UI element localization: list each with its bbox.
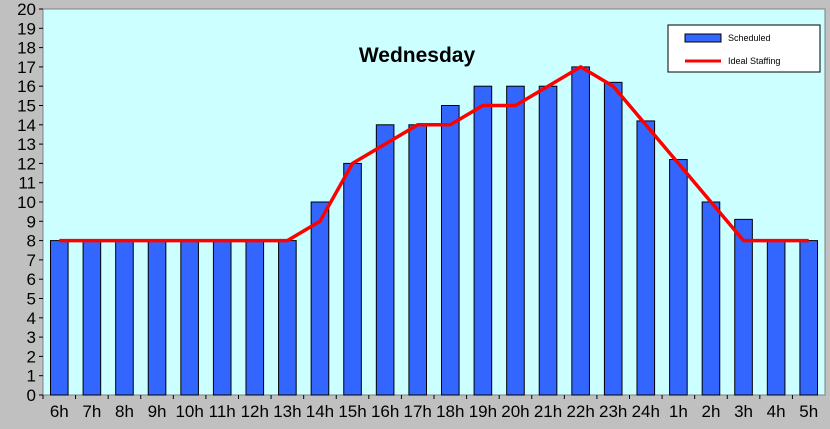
x-tick-label: 7h xyxy=(82,402,101,421)
legend-swatch-scheduled xyxy=(684,33,722,43)
x-tick-label: 5h xyxy=(799,402,818,421)
x-tick-label: 18h xyxy=(436,402,464,421)
y-tick-label: 17 xyxy=(17,58,36,77)
x-tick-label: 21h xyxy=(534,402,562,421)
bar-11h xyxy=(212,240,232,396)
y-tick-label: 20 xyxy=(17,0,36,19)
x-tick-label: 6h xyxy=(50,402,69,421)
legend-label-scheduled: Scheduled xyxy=(728,33,771,43)
x-axis: 6h 7h 8h 9h 10h 11h 12h 13h 14h 15h 16h 17h 18h 19h 20… xyxy=(42,395,818,421)
y-tick-label: 9 xyxy=(27,212,36,231)
bar-17h xyxy=(408,124,428,396)
bar-14h xyxy=(310,201,330,396)
bar-series-group xyxy=(49,66,819,396)
y-tick-label: 18 xyxy=(17,39,36,58)
x-tick-label: 17h xyxy=(404,402,432,421)
y-tick-label: 2 xyxy=(27,347,36,366)
x-tick-label: 3h xyxy=(734,402,753,421)
bar-1h xyxy=(669,159,688,396)
x-tick-label: 2h xyxy=(701,402,720,421)
bar-19h xyxy=(473,85,493,396)
y-tick-label: 1 xyxy=(27,367,36,386)
y-tick-label: 15 xyxy=(17,97,36,116)
y-tick-label: 8 xyxy=(27,232,36,251)
bar-22h xyxy=(571,66,590,396)
bar-16h xyxy=(375,124,395,396)
plot-area xyxy=(42,8,826,396)
y-tick-label: 12 xyxy=(17,154,36,173)
legend-label-ideal-staffing: Ideal Staffing xyxy=(728,56,780,66)
bar-3h xyxy=(734,218,753,396)
bar-2h xyxy=(701,201,721,396)
x-tick-label: 13h xyxy=(273,402,301,421)
x-tick-label: 23h xyxy=(599,402,627,421)
x-tick-label: 19h xyxy=(469,402,497,421)
bar-10h xyxy=(180,240,199,396)
x-tick-label: 14h xyxy=(306,402,334,421)
x-tick-label: 4h xyxy=(767,402,786,421)
bar-5h xyxy=(799,240,819,396)
x-tick-label: 24h xyxy=(632,402,660,421)
x-tick-label: 16h xyxy=(371,402,399,421)
x-tick-label: 11h xyxy=(209,402,236,421)
bar-20h xyxy=(506,85,525,396)
legend-box xyxy=(667,24,821,73)
x-tick-label: 8h xyxy=(115,402,134,421)
bar-21h xyxy=(538,85,558,396)
x-tick-label: 22h xyxy=(566,402,594,421)
bar-24h xyxy=(636,120,656,396)
bar-13h xyxy=(278,240,297,396)
y-tick-label: 16 xyxy=(17,77,36,96)
x-tick-label: 12h xyxy=(241,402,269,421)
x-tick-label: 10h xyxy=(175,402,203,421)
y-tick-label: 19 xyxy=(17,19,36,38)
bar-6h xyxy=(49,240,69,396)
y-tick-label: 14 xyxy=(17,116,36,135)
y-tick-label: 4 xyxy=(27,309,36,328)
y-tick-label: 0 xyxy=(27,386,36,405)
y-tick-label: 6 xyxy=(27,270,36,289)
bar-8h xyxy=(115,240,134,396)
y-tick-label: 13 xyxy=(17,135,36,154)
bar-9h xyxy=(147,240,167,396)
bar-4h xyxy=(766,240,786,396)
chart-title: Wednesday xyxy=(359,44,476,67)
y-tick-label: 10 xyxy=(17,193,36,212)
y-tick-label: 5 xyxy=(27,290,36,309)
y-tick-label: 7 xyxy=(27,251,36,270)
bar-18h xyxy=(440,105,460,396)
y-tick-label: 11 xyxy=(18,174,36,193)
bar-12h xyxy=(245,240,265,396)
legend: Scheduled Ideal Staffing xyxy=(667,24,821,73)
bar-15h xyxy=(343,162,362,396)
x-tick-label: 20h xyxy=(501,402,529,421)
bar-7h xyxy=(82,240,102,396)
line-series-ideal-staffing xyxy=(59,65,809,243)
x-tick-label: 9h xyxy=(148,402,167,421)
x-tick-label: 1h xyxy=(669,402,688,421)
x-tick-label: 15h xyxy=(338,402,366,421)
y-tick-label: 3 xyxy=(27,328,36,347)
bar-23h xyxy=(603,81,623,396)
